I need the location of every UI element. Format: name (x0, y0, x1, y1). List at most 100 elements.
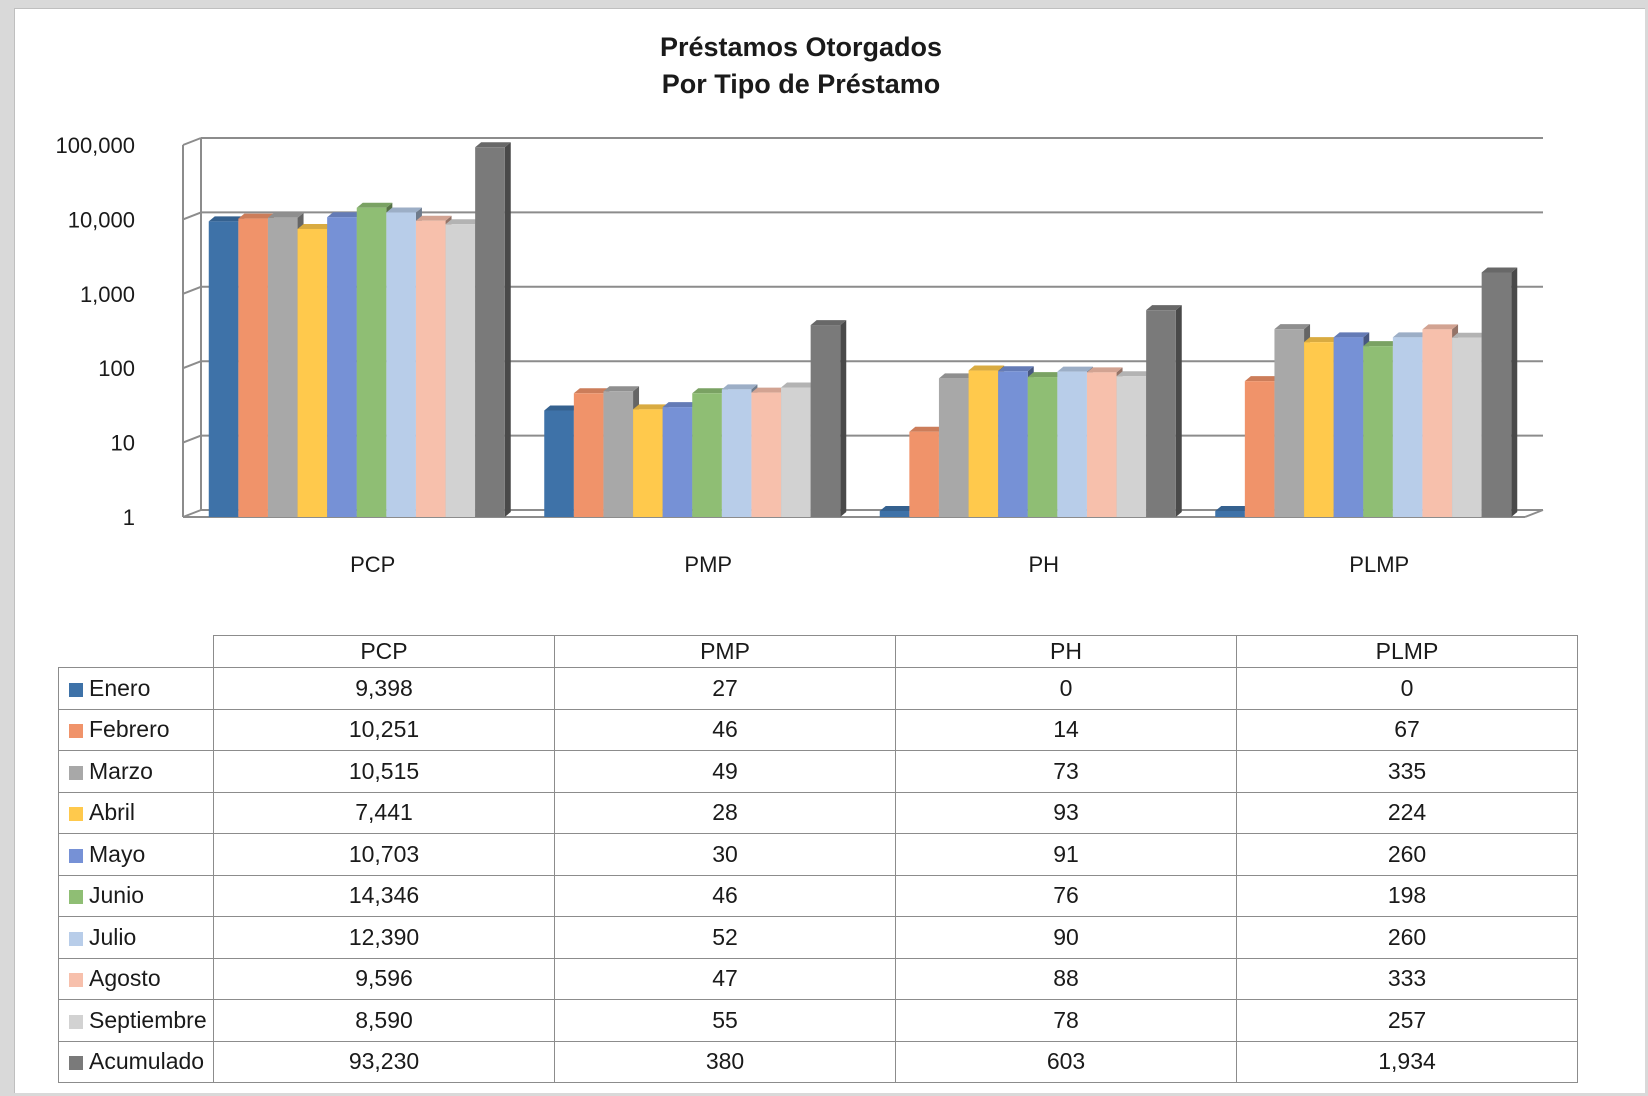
table-cell: 93,230 (213, 1040, 555, 1083)
legend-swatch (69, 973, 83, 988)
table-cell: 198 (1236, 874, 1578, 917)
legend-label: Acumulado (89, 1048, 205, 1075)
legend-label: Junio (89, 882, 144, 909)
legend-label: Julio (89, 923, 137, 950)
table-cell: 27 (554, 667, 896, 710)
bar-plmp-acumulado (1481, 267, 1518, 517)
table-cell: 9,596 (213, 957, 555, 1000)
legend-label: Agosto (89, 965, 161, 992)
legend-swatch (69, 1014, 83, 1029)
table-column-header: PMP (554, 635, 896, 668)
x-tick-label: PCP (350, 552, 395, 577)
table-header-row: PCP PMP PH PLMP (58, 635, 1578, 668)
legend-entry: Agosto (58, 957, 214, 1000)
bar-pcp-acumulado (475, 142, 511, 517)
chart-area: Préstamos Otorgados Por Tipo de Préstamo… (55, 32, 1544, 577)
legend-entry: Febrero (58, 708, 214, 751)
legend-swatch (69, 724, 83, 739)
table-row: Julio 12,390 52 90 260 (58, 916, 1578, 959)
table-body: Enero 9,398 27 0 0 Febrero 10,251 46 14 67 Marzo 10… (58, 667, 1578, 1083)
table-cell: 14,346 (213, 874, 555, 917)
y-tick-label: 10 (111, 431, 135, 456)
table-row: Abril 7,441 28 93 224 (58, 791, 1578, 834)
y-tick-label: 10,000 (68, 207, 135, 232)
bar-ph-acumulado (1146, 305, 1182, 517)
table-cell: 260 (1236, 833, 1578, 876)
table-cell: 52 (554, 916, 896, 959)
table-cell: 55 (554, 999, 896, 1042)
x-tick-label: PMP (684, 552, 732, 577)
legend-entry: Julio (58, 916, 214, 959)
legend-entry: Marzo (58, 750, 214, 793)
table-row: Acumulado 93,230 380 603 1,934 (58, 1040, 1578, 1083)
legend-swatch (69, 890, 83, 905)
bar-plmp-marzo (1274, 324, 1311, 517)
chart-frame: Préstamos Otorgados Por Tipo de Préstamo… (14, 8, 1645, 1093)
table-cell: 28 (554, 791, 896, 834)
gridline-wall (182, 509, 202, 518)
gridline-wall (182, 137, 202, 146)
table-cell: 12,390 (213, 916, 555, 959)
legend-entry: Mayo (58, 833, 214, 876)
legend-label: Abril (89, 799, 136, 826)
legend-label: Enero (89, 674, 151, 701)
table-cell: 78 (895, 999, 1237, 1042)
table-row: Agosto 9,596 47 88 333 (58, 957, 1578, 1000)
table-cell: 335 (1236, 750, 1578, 793)
table-cell: 10,251 (213, 708, 555, 751)
gridline-wall (182, 434, 202, 444)
legend-swatch (69, 682, 83, 697)
legend-label: Marzo (89, 757, 153, 784)
table-cell: 73 (895, 750, 1237, 793)
legend-swatch (69, 807, 83, 822)
gridline-wall (182, 211, 202, 221)
table-corner (58, 635, 214, 668)
table-row: Febrero 10,251 46 14 67 (58, 708, 1578, 751)
table-column-header: PH (895, 635, 1237, 668)
chart-title: Préstamos Otorgados (660, 32, 942, 62)
legend-entry: Acumulado (58, 1040, 214, 1083)
x-tick-label: PLMP (1349, 552, 1409, 577)
table-cell: 10,703 (213, 833, 555, 876)
table-cell: 67 (1236, 708, 1578, 751)
table-row: Junio 14,346 46 76 198 (58, 874, 1578, 917)
legend-label: Febrero (89, 716, 170, 743)
legend-entry: Enero (58, 667, 214, 710)
legend-entry: Abril (58, 791, 214, 834)
table-cell: 7,441 (213, 791, 555, 834)
bar-pcp-junio (356, 202, 393, 517)
table-cell: 88 (895, 957, 1237, 1000)
table-cell: 14 (895, 708, 1237, 751)
table-cell: 603 (895, 1040, 1237, 1083)
table-cell: 47 (554, 957, 896, 1000)
table-cell: 90 (895, 916, 1237, 959)
bar-pcp-mayo (327, 212, 363, 518)
table-row: Enero 9,398 27 0 0 (58, 667, 1578, 710)
table-cell: 260 (1236, 916, 1578, 959)
y-tick-label: 100 (98, 356, 135, 381)
table-column-header: PLMP (1236, 635, 1578, 668)
table-cell: 1,934 (1236, 1040, 1578, 1083)
legend-entry: Septiembre (58, 999, 214, 1042)
table-column-header: PCP (213, 635, 555, 668)
data-table: PCP PMP PH PLMP Enero 9,398 27 0 0 Febrero 10,251… (58, 635, 1578, 1083)
table-cell: 0 (1236, 667, 1578, 710)
gridline-wall (182, 360, 202, 370)
bar-pmp-acumulado (810, 320, 847, 517)
gridline-wall (182, 285, 202, 295)
table-cell: 76 (895, 874, 1237, 917)
axis-labels: 1 10 100 1,000 10,000 100,000 PCP PMP PH PLMP (55, 133, 1409, 577)
chart-subtitle: Por Tipo de Préstamo (662, 69, 941, 99)
table-cell: 333 (1236, 957, 1578, 1000)
legend-swatch (69, 848, 83, 863)
legend-label: Septiembre (89, 1006, 207, 1033)
table-cell: 224 (1236, 791, 1578, 834)
bars (208, 142, 1518, 518)
legend-label: Mayo (89, 840, 146, 867)
floor-edge (1524, 509, 1544, 518)
table-cell: 8,590 (213, 999, 555, 1042)
table-cell: 257 (1236, 999, 1578, 1042)
legend-entry: Junio (58, 874, 214, 917)
y-tick-label: 100,000 (55, 133, 135, 158)
legend-swatch (69, 931, 83, 946)
